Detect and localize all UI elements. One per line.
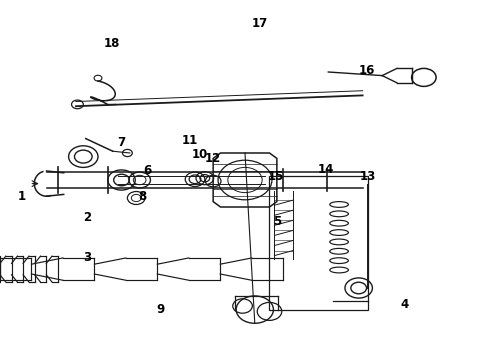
Text: 8: 8	[138, 190, 146, 203]
Text: 12: 12	[205, 152, 221, 165]
Text: 2: 2	[83, 211, 91, 224]
Text: 7: 7	[118, 136, 125, 149]
Text: 10: 10	[192, 148, 208, 161]
Text: 18: 18	[103, 37, 120, 50]
Text: 17: 17	[251, 17, 268, 30]
Text: 3: 3	[83, 251, 91, 264]
Text: 15: 15	[267, 170, 284, 183]
Text: 6: 6	[143, 165, 151, 177]
Text: 14: 14	[318, 163, 334, 176]
Text: 16: 16	[358, 64, 375, 77]
Text: 5: 5	[273, 215, 281, 228]
Text: 4: 4	[400, 298, 408, 311]
Text: 13: 13	[359, 170, 376, 183]
Text: 11: 11	[182, 134, 198, 147]
Text: 1: 1	[18, 190, 26, 203]
Text: 9: 9	[157, 303, 165, 316]
